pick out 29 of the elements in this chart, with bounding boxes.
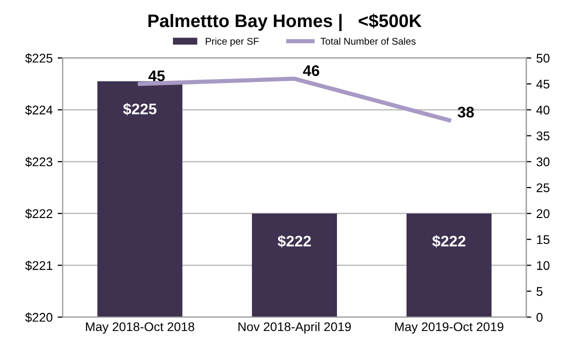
data-label: $225 bbox=[123, 102, 156, 116]
y-tick-label: $223 bbox=[25, 156, 52, 168]
x-tick-label: May 2019-Oct 2019 bbox=[395, 322, 504, 334]
y2-tick-label: 15 bbox=[537, 235, 550, 244]
x-tick-label: Nov 2018-April 2019 bbox=[238, 322, 351, 334]
y-tick-label: $222 bbox=[25, 208, 52, 219]
y2-tick-label: 0 bbox=[536, 312, 543, 322]
chart-title: Palmettto Bay Homes | <$500K bbox=[148, 14, 422, 32]
x-tick-label: May 2018-Oct 2018 bbox=[86, 322, 194, 334]
data-label: 45 bbox=[148, 70, 165, 82]
y-tick-label: $224 bbox=[25, 105, 53, 116]
data-label: $222 bbox=[432, 235, 466, 248]
data-label: $222 bbox=[278, 235, 311, 248]
data-label: 38 bbox=[458, 106, 474, 118]
y2-tick-label: 40 bbox=[536, 106, 550, 114]
y2-tick-label: 10 bbox=[537, 261, 550, 270]
data-label: 46 bbox=[303, 65, 320, 76]
y2-tick-label: 45 bbox=[536, 80, 550, 89]
legend-label: Total Number of Sales bbox=[320, 38, 416, 45]
y2-tick-label: 30 bbox=[536, 157, 550, 166]
y-tick-label: $221 bbox=[25, 260, 52, 271]
legend-label: Price per SF bbox=[206, 38, 259, 47]
y-tick-label: $220 bbox=[25, 312, 52, 323]
y2-tick-label: 50 bbox=[536, 54, 550, 63]
y2-tick-label: 25 bbox=[536, 183, 550, 192]
y-tick-label: $225 bbox=[25, 53, 52, 64]
y2-tick-label: 35 bbox=[536, 132, 550, 140]
y2-tick-label: 5 bbox=[536, 287, 542, 296]
y2-tick-label: 20 bbox=[536, 209, 550, 218]
